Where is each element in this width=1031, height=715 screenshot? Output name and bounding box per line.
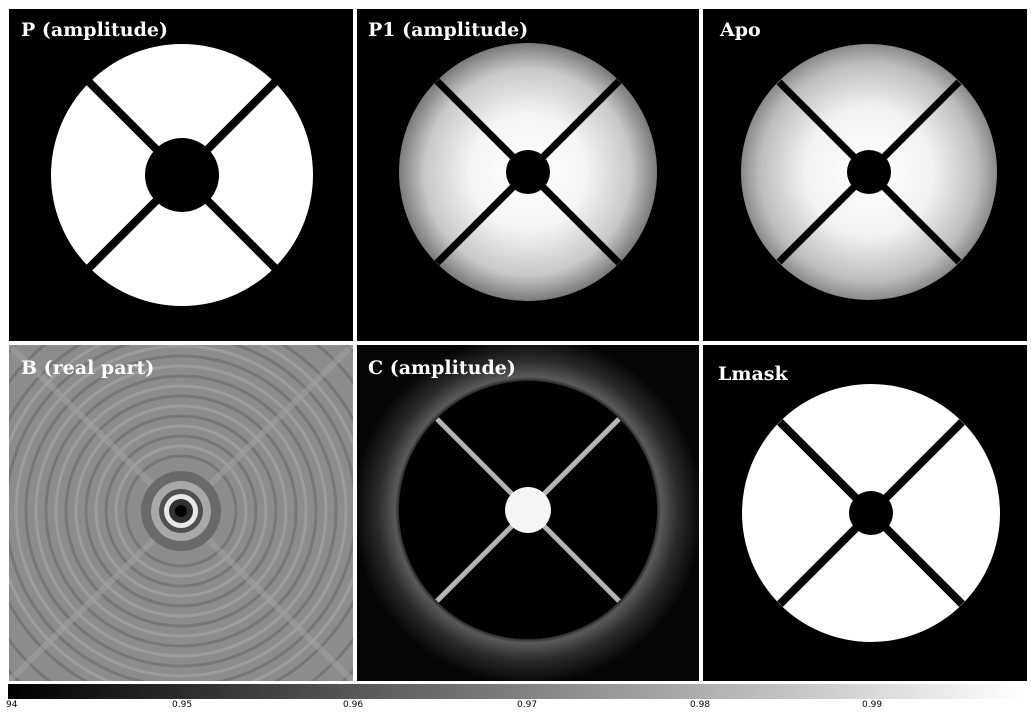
panel-b-real-part: B (real part) bbox=[9, 345, 353, 681]
panel-title: P1 (amplitude) bbox=[368, 19, 529, 41]
pupil-p-image bbox=[9, 9, 353, 341]
panel-title: Lmask bbox=[718, 363, 788, 385]
colorbar-tick-label: 0.96 bbox=[343, 700, 364, 710]
colorbar-tick-label: 94 bbox=[6, 700, 18, 710]
pupil-p1-image bbox=[357, 9, 699, 341]
panel-title: C (amplitude) bbox=[368, 357, 516, 379]
colorbar-tick-label: 0.97 bbox=[517, 700, 538, 710]
panel-c-amplitude: C (amplitude) bbox=[357, 345, 699, 681]
panel-title: P (amplitude) bbox=[21, 19, 168, 41]
field-c-image bbox=[357, 345, 699, 681]
panel-p1-amplitude: P1 (amplitude) bbox=[357, 9, 699, 341]
colorbar-tick-label: 0.98 bbox=[690, 700, 711, 710]
panel-lmask: Lmask bbox=[703, 345, 1027, 681]
colorbar-tick-label: 0.99 bbox=[862, 700, 883, 710]
panel-title: B (real part) bbox=[21, 357, 155, 379]
panel-p-amplitude: P (amplitude) bbox=[9, 9, 353, 341]
colorbar-tick-label: 0.95 bbox=[172, 700, 193, 710]
grayscale-colorbar bbox=[8, 684, 1024, 699]
apodizer-image bbox=[703, 9, 1027, 341]
panel-apo: Apo bbox=[703, 9, 1027, 341]
field-b-image bbox=[9, 345, 353, 681]
panel-title: Apo bbox=[720, 19, 761, 41]
lyot-mask-image bbox=[703, 345, 1027, 681]
